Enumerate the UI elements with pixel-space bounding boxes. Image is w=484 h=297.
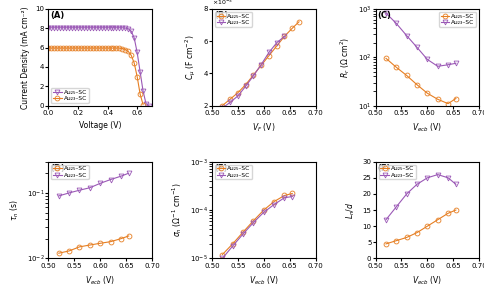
X-axis label: $V_F$ (V): $V_F$ (V) [252,121,275,134]
Y-axis label: Current Density (mA cm⁻²): Current Density (mA cm⁻²) [21,6,30,109]
Legend: Au₂₅–SC, Au₂₃–SC: Au₂₅–SC, Au₂₃–SC [439,12,476,27]
Text: (B): (B) [214,11,228,20]
Legend: Au₂₅–SC, Au₂₃–SC: Au₂₅–SC, Au₂₃–SC [215,165,252,179]
Y-axis label: $L_n/d$: $L_n/d$ [345,201,357,219]
Y-axis label: $R_r$ ($\Omega$ cm$^2$): $R_r$ ($\Omega$ cm$^2$) [338,37,352,78]
Legend: Au₂₅–SC, Au₂₃–SC: Au₂₅–SC, Au₂₃–SC [51,165,89,179]
Text: (E): (E) [214,164,227,173]
Text: $\times10^{-3}$: $\times10^{-3}$ [212,0,233,7]
Text: (C): (C) [378,11,392,20]
Text: (D): (D) [50,164,65,173]
X-axis label: $V_{ecb}$ (V): $V_{ecb}$ (V) [412,274,442,287]
Legend: Au₂₅–SC, Au₂₃–SC: Au₂₅–SC, Au₂₃–SC [51,88,89,103]
X-axis label: $V_{ecb}$ (V): $V_{ecb}$ (V) [249,274,279,287]
X-axis label: $V_{ecb}$ (V): $V_{ecb}$ (V) [85,274,115,287]
Text: (F): (F) [378,164,391,173]
Y-axis label: $\tau_n$ (s): $\tau_n$ (s) [8,199,21,221]
X-axis label: $V_{ecb}$ (V): $V_{ecb}$ (V) [412,121,442,134]
Legend: Au₂₅–SC, Au₂₃–SC: Au₂₅–SC, Au₂₃–SC [378,165,416,179]
Legend: Au₂₅–SC, Au₂₃–SC: Au₂₅–SC, Au₂₃–SC [215,12,252,27]
Text: (A): (A) [50,11,65,20]
Y-axis label: $C_{\mu}$ (F cm$^{-2}$): $C_{\mu}$ (F cm$^{-2}$) [183,34,198,80]
X-axis label: Voltage (V): Voltage (V) [79,121,121,130]
Y-axis label: $\sigma_n$ ($\Omega^{-1}$ cm$^{-1}$): $\sigma_n$ ($\Omega^{-1}$ cm$^{-1}$) [170,183,184,237]
